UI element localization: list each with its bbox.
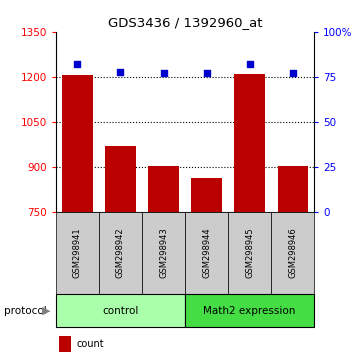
Title: GDS3436 / 1392960_at: GDS3436 / 1392960_at <box>108 16 262 29</box>
Text: GSM298942: GSM298942 <box>116 228 125 279</box>
Bar <box>185 294 314 327</box>
Point <box>204 70 209 76</box>
Text: ▶: ▶ <box>42 306 50 316</box>
Point <box>247 62 252 67</box>
Bar <box>185 212 228 294</box>
Bar <box>191 178 222 212</box>
Text: GSM298944: GSM298944 <box>202 228 211 279</box>
Bar <box>148 166 179 212</box>
Text: GSM298943: GSM298943 <box>159 228 168 279</box>
Bar <box>228 212 271 294</box>
Bar <box>58 336 71 352</box>
Bar <box>56 294 185 327</box>
Bar <box>62 75 92 212</box>
Text: control: control <box>102 306 139 316</box>
Bar <box>142 212 185 294</box>
Text: GSM298941: GSM298941 <box>73 228 82 279</box>
Bar <box>271 212 314 294</box>
Bar <box>278 166 308 212</box>
Text: protocol: protocol <box>4 306 46 316</box>
Text: GSM298945: GSM298945 <box>245 228 254 279</box>
Text: count: count <box>77 339 104 349</box>
Bar <box>99 212 142 294</box>
Bar <box>56 212 99 294</box>
Point <box>75 62 81 67</box>
Point <box>290 70 295 76</box>
Text: Math2 expression: Math2 expression <box>203 306 296 316</box>
Point <box>161 70 166 76</box>
Text: GSM298946: GSM298946 <box>288 228 297 279</box>
Point <box>118 69 123 74</box>
Bar <box>235 74 265 212</box>
Bar <box>105 146 135 212</box>
